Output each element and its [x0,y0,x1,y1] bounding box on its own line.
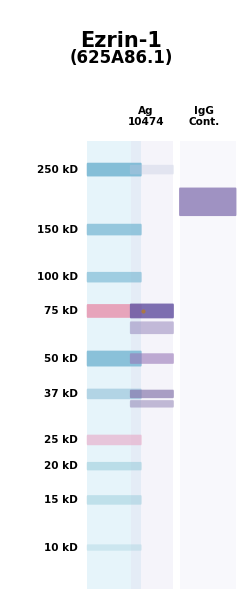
Bar [180,140,236,589]
FancyBboxPatch shape [87,544,142,551]
FancyBboxPatch shape [87,272,142,283]
FancyBboxPatch shape [87,462,142,470]
Text: 150 kD: 150 kD [37,224,78,235]
Bar [131,140,173,589]
Text: 20 kD: 20 kD [44,461,78,471]
FancyBboxPatch shape [130,353,174,364]
FancyBboxPatch shape [179,188,236,216]
FancyBboxPatch shape [130,165,174,175]
FancyBboxPatch shape [87,434,142,445]
Bar [87,140,141,589]
Text: IgG
Cont.: IgG Cont. [189,106,220,127]
FancyBboxPatch shape [87,350,142,367]
FancyBboxPatch shape [87,224,142,235]
FancyBboxPatch shape [130,322,174,334]
Text: 25 kD: 25 kD [44,435,78,445]
Text: (625A86.1): (625A86.1) [70,49,173,67]
Text: 75 kD: 75 kD [44,306,78,316]
FancyBboxPatch shape [130,400,174,407]
Text: 250 kD: 250 kD [37,164,78,175]
Text: 15 kD: 15 kD [44,495,78,505]
FancyBboxPatch shape [130,304,174,319]
Text: 10 kD: 10 kD [44,542,78,553]
Text: 100 kD: 100 kD [37,272,78,282]
FancyBboxPatch shape [87,495,142,505]
FancyBboxPatch shape [87,389,142,399]
Text: 37 kD: 37 kD [44,389,78,399]
FancyBboxPatch shape [87,304,142,318]
Text: Ezrin-1: Ezrin-1 [81,31,162,51]
Text: Ag
10474: Ag 10474 [128,106,164,127]
Text: 50 kD: 50 kD [44,353,78,364]
FancyBboxPatch shape [87,163,142,176]
FancyBboxPatch shape [130,389,174,398]
